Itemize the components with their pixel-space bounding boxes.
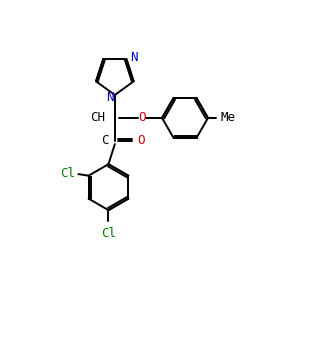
Text: C: C [101, 135, 109, 147]
Text: O: O [137, 135, 145, 147]
Text: N: N [130, 51, 138, 64]
Text: N: N [106, 91, 113, 104]
Text: Cl: Cl [101, 227, 116, 240]
Text: CH: CH [90, 111, 105, 125]
Text: Cl: Cl [60, 167, 75, 180]
Text: O: O [138, 111, 146, 125]
Text: Me: Me [220, 111, 235, 125]
